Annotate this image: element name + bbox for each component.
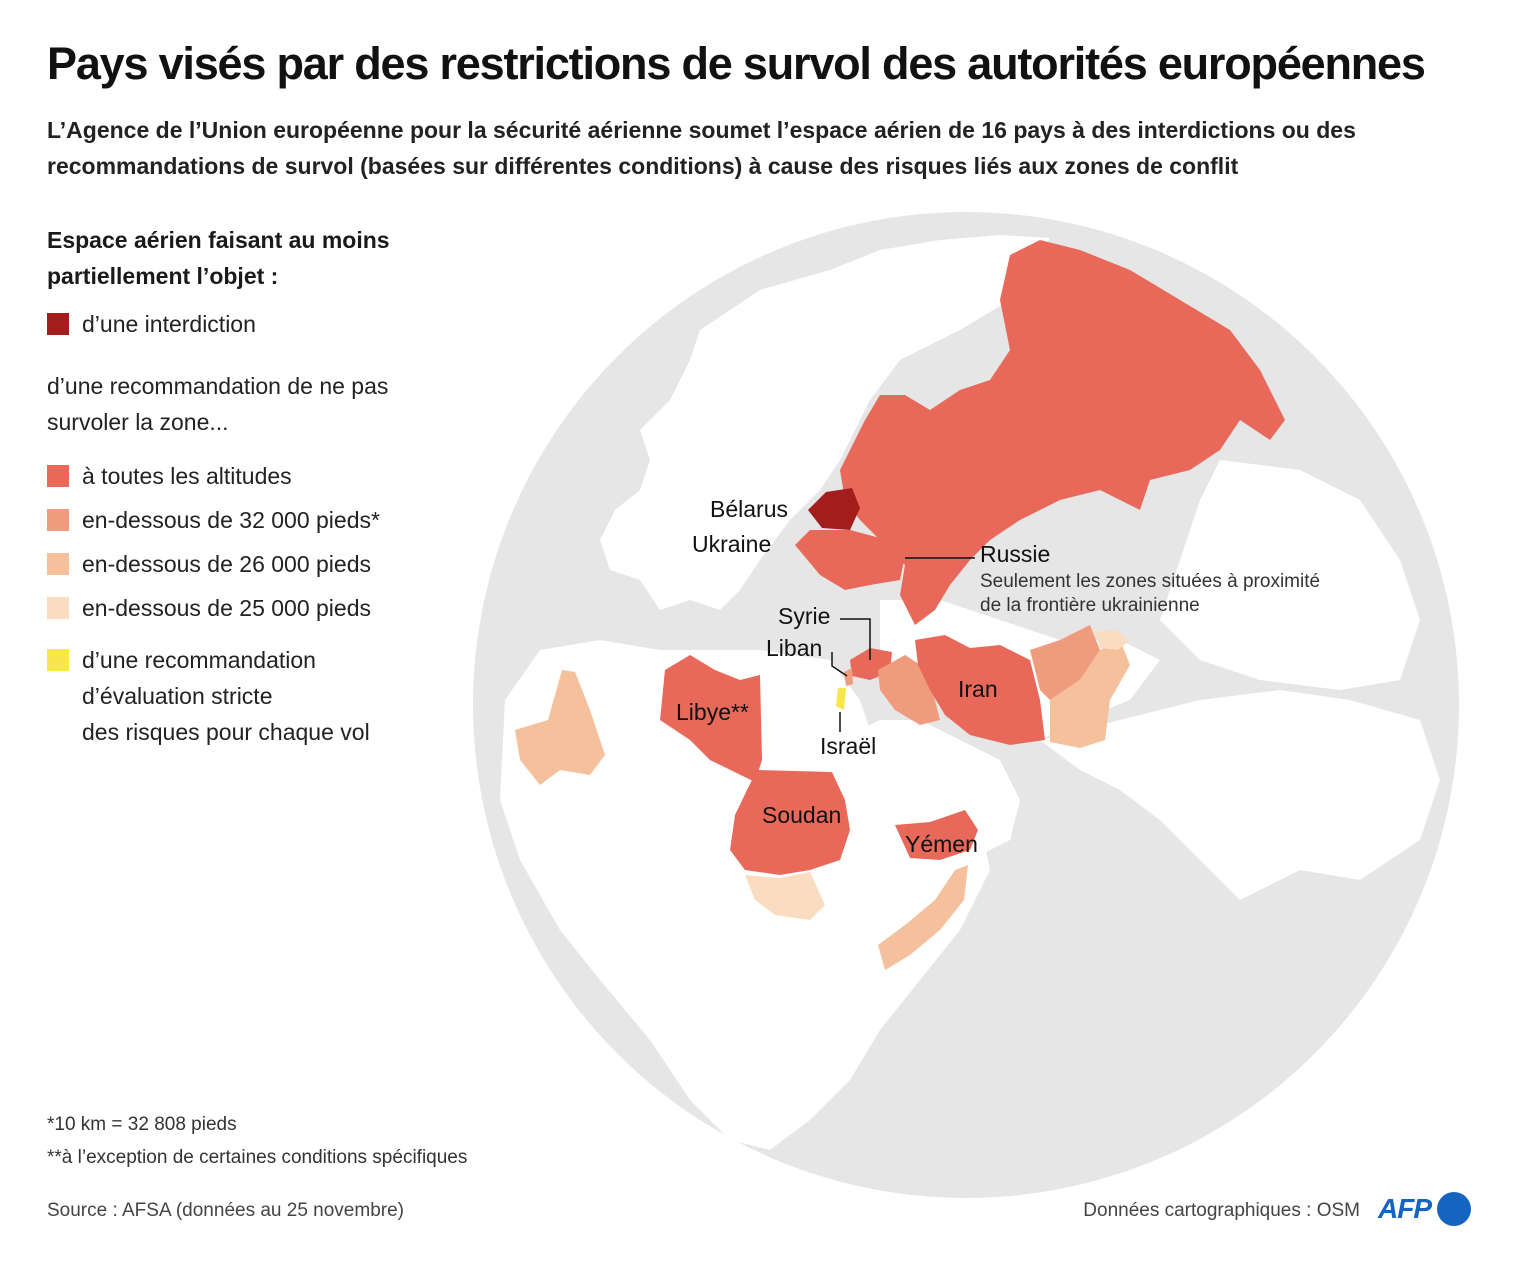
legend-item-below-26000: en-dessous de 26 000 pieds bbox=[47, 542, 467, 586]
swatch-ban bbox=[47, 313, 69, 335]
swatch-all-altitudes bbox=[47, 465, 69, 487]
footnotes: *10 km = 32 808 pieds **à l’exception de… bbox=[47, 1108, 467, 1174]
belarus-shape bbox=[808, 488, 860, 530]
israel-shape bbox=[836, 688, 846, 710]
label-lebanon: Liban bbox=[766, 635, 822, 661]
country-shapes bbox=[515, 240, 1285, 970]
land-masses bbox=[500, 235, 1440, 1150]
page-subtitle: L’Agence de l’Union européenne pour la s… bbox=[47, 117, 1356, 179]
afp-logo: AFP bbox=[1378, 1192, 1471, 1226]
page-title: Pays visés par des restrictions de survo… bbox=[47, 38, 1426, 89]
legend-item-below-32000: en-dessous de 32 000 pieds* bbox=[47, 498, 467, 542]
label-belarus: Bélarus bbox=[710, 496, 788, 522]
legend-label-all-altitudes: à toutes les altitudes bbox=[82, 462, 292, 489]
swatch-below-26000 bbox=[47, 553, 69, 575]
legend-item-assessment: d’une recommandation d’évaluation strict… bbox=[47, 642, 467, 750]
legend-item-ban: d’une interdiction bbox=[47, 302, 467, 346]
legend: Espace aérien faisant au moins partielle… bbox=[47, 222, 467, 750]
south-sudan-shape bbox=[745, 872, 825, 920]
syria-leader-line bbox=[840, 618, 871, 660]
map-labels: Bélarus Ukraine Russie Seulement les zon… bbox=[676, 496, 1320, 857]
label-syria: Syrie bbox=[778, 603, 830, 629]
ukraine-shape bbox=[795, 530, 905, 590]
lebanon-leader-line bbox=[831, 652, 848, 677]
label-israel: Israël bbox=[820, 733, 876, 759]
legend-assessment-line-2: d’évaluation stricte bbox=[82, 683, 273, 709]
label-libya: Libye** bbox=[676, 699, 749, 725]
pakistan-shape bbox=[1050, 640, 1130, 748]
legend-recommendation-heading: d’une recommandation de ne pas survoler … bbox=[47, 373, 389, 435]
legend-item-below-25000: en-dessous de 25 000 pieds bbox=[47, 586, 467, 630]
iran-shape bbox=[915, 635, 1045, 745]
legend-item-all-altitudes: à toutes les altitudes bbox=[47, 454, 467, 498]
footnote-1: *10 km = 32 808 pieds bbox=[47, 1114, 237, 1135]
lebanon-shape bbox=[844, 668, 853, 686]
sudan-shape bbox=[730, 770, 850, 875]
kashmir-shape bbox=[1095, 630, 1130, 650]
map-data-credit: Données cartographiques : OSM bbox=[1083, 1200, 1360, 1221]
label-sudan: Soudan bbox=[762, 802, 841, 828]
source-text: Source : AFSA (données au 25 novembre) bbox=[47, 1200, 404, 1221]
label-yemen: Yémen bbox=[905, 831, 978, 857]
swatch-assessment bbox=[47, 649, 69, 671]
libya-shape bbox=[660, 655, 762, 782]
label-iran: Iran bbox=[958, 676, 998, 702]
label-russia: Russie bbox=[980, 541, 1050, 567]
afghanistan-shape bbox=[1030, 625, 1100, 700]
legend-label-below-26000: en-dessous de 26 000 pieds bbox=[82, 550, 371, 577]
footnote-2: **à l’exception de certaines conditions … bbox=[47, 1147, 468, 1168]
legend-assessment-line-3: des risques pour chaque vol bbox=[82, 719, 370, 745]
legend-heading: Espace aérien faisant au moins partielle… bbox=[47, 227, 390, 289]
label-russia-note-1: Seulement les zones situées à proximité bbox=[980, 571, 1320, 592]
legend-label-ban: d’une interdiction bbox=[82, 310, 256, 337]
swatch-below-32000 bbox=[47, 509, 69, 531]
swatch-below-25000 bbox=[47, 597, 69, 619]
legend-label-assessment: d’une recommandation d’évaluation strict… bbox=[82, 642, 370, 750]
mali-shape bbox=[515, 670, 605, 785]
yemen-shape bbox=[895, 810, 978, 860]
afp-logo-text: AFP bbox=[1378, 1193, 1432, 1224]
legend-label-below-25000: en-dessous de 25 000 pieds bbox=[82, 594, 371, 621]
label-russia-note-2: de la frontière ukrainienne bbox=[980, 595, 1200, 616]
russia-shape bbox=[840, 240, 1285, 625]
legend-label-below-32000: en-dessous de 32 000 pieds* bbox=[82, 506, 380, 533]
label-ukraine: Ukraine bbox=[692, 531, 771, 557]
legend-assessment-line-1: d’une recommandation bbox=[82, 647, 316, 673]
somalia-shape bbox=[878, 865, 968, 970]
afp-logo-dot-icon bbox=[1437, 1192, 1471, 1226]
